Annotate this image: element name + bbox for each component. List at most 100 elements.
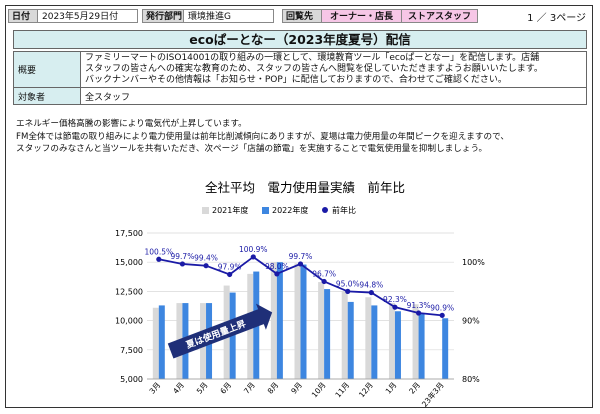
- ratio-data-label: 100.9%: [239, 245, 268, 254]
- date-value: 2023年5月29日付: [38, 9, 138, 23]
- summary-line: ファミリーマートのISO14001の取り組みの一環として、環境教育ツール「eco…: [85, 53, 540, 63]
- bar-2022: [276, 262, 283, 379]
- ratio-point: [321, 278, 327, 285]
- chart-title: 全社平均 電力使用量実績 前年比: [205, 180, 405, 195]
- y2-tick-label: 100%: [462, 258, 485, 267]
- chart-legend: 2021年度 2022年度 前年比: [202, 205, 356, 215]
- legend-swatch-2022: [262, 207, 269, 214]
- y-tick-label: 15,000: [115, 258, 143, 267]
- intro-line: FM全体では節電の取り組みにより電力使用量は前年比削減傾向にありますが、夏場は電…: [16, 131, 509, 142]
- ratio-data-label: 99.7%: [171, 252, 195, 261]
- bar-2022: [442, 318, 449, 379]
- y2-tick-label: 80%: [462, 375, 480, 384]
- x-tick-label: 23年3月: [419, 380, 446, 408]
- x-tick-label: 10月: [310, 381, 328, 400]
- summary-text: ファミリーマートのISO14001の取り組みの一環として、環境教育ツール「eco…: [80, 51, 587, 88]
- ratio-data-label: 99.7%: [289, 252, 313, 261]
- bar-2022: [158, 305, 165, 379]
- bar-2021: [294, 263, 301, 379]
- ratio-data-label: 100.5%: [145, 247, 174, 256]
- ratio-point: [274, 271, 280, 277]
- bar-2021: [152, 307, 159, 379]
- ratio-data-label: 99.4%: [194, 254, 218, 263]
- audience-row: 対象者 全スタッフ: [13, 87, 587, 105]
- intro-text: エネルギー価格高騰の影響により電気代が上昇しています。 FM全体では節電の取り組…: [16, 118, 586, 156]
- ratio-point: [203, 263, 209, 269]
- bar-2022: [347, 301, 354, 379]
- y-tick-label: 7,500: [120, 346, 143, 355]
- ratio-point: [345, 288, 351, 294]
- x-tick-label: 7月: [242, 381, 257, 396]
- route-owner: オーナー・店長: [322, 9, 402, 23]
- summary-line: スタッフの皆さんへの確実な教育のため、スタッフの皆さんへ閲覧を促していただきます…: [85, 64, 543, 74]
- y-tick-label: 10,000: [115, 317, 143, 326]
- page-title: ecoぱーとなー（2023年度夏号）配信: [13, 30, 587, 49]
- ratio-point: [297, 261, 304, 267]
- y-tick-label: 5,000: [120, 375, 143, 384]
- bar-2021: [270, 262, 277, 379]
- bar-2021: [341, 291, 348, 379]
- header-bar: 日付 2023年5月29日付 発行部門 環境推進G 回覧先 オーナー・店長 スト…: [6, 6, 592, 25]
- dept-label: 発行部門: [142, 9, 184, 23]
- ratio-point: [439, 312, 445, 318]
- x-tick-label: 3月: [148, 381, 163, 396]
- dept-value: 環境推進G: [184, 9, 274, 23]
- bar-2021: [318, 282, 325, 379]
- x-tick-label: 2月: [407, 381, 422, 396]
- bar-2022: [324, 289, 331, 379]
- x-tick-label: 5月: [195, 381, 210, 396]
- y-tick-label: 17,500: [115, 229, 143, 238]
- bar-2022: [371, 305, 378, 379]
- summary-line: バックナンバーやその他情報は「お知らせ・POP」に配信しておりますので、合わせて…: [85, 75, 507, 85]
- document-frame: 日付 2023年5月29日付 発行部門 環境推進G 回覧先 オーナー・店長 スト…: [5, 5, 593, 408]
- ratio-data-label: 94.8%: [359, 281, 383, 290]
- ratio-data-label: 92.3%: [383, 295, 407, 304]
- ratio-data-label: 91.3%: [407, 301, 431, 310]
- x-tick-label: 12月: [357, 381, 375, 400]
- ratio-point: [415, 310, 422, 316]
- bar-2021: [412, 304, 419, 379]
- ratio-point: [156, 256, 162, 262]
- bar-2021: [365, 297, 372, 379]
- bar-2022: [394, 311, 401, 379]
- x-tick-label: 1月: [384, 381, 399, 396]
- ratio-data-label: 90.9%: [430, 303, 454, 312]
- legend-label-2021: 2021年度: [212, 205, 248, 215]
- bar-2021: [388, 303, 395, 379]
- ratio-point: [179, 261, 186, 267]
- y2-tick-label: 90%: [462, 317, 480, 326]
- y-tick-label: 12,500: [115, 287, 143, 296]
- bar-2022: [300, 264, 307, 379]
- audience-value: 全スタッフ: [80, 87, 587, 105]
- summary-row: 概要 ファミリーマートのISO14001の取り組みの一環として、環境教育ツール「…: [13, 51, 587, 88]
- ratio-point: [392, 304, 398, 310]
- ratio-point: [250, 254, 256, 260]
- ratio-data-label: 98.0%: [265, 262, 289, 271]
- page-indicator: 1 ／ 3ページ: [527, 13, 586, 24]
- date-label: 日付: [8, 9, 38, 23]
- legend-label-ratio: 前年比: [332, 205, 356, 215]
- x-tick-label: 9月: [289, 381, 304, 396]
- audience-label: 対象者: [13, 87, 81, 105]
- legend-label-2022: 2022年度: [272, 205, 308, 215]
- info-table: 概要 ファミリーマートのISO14001の取り組みの一環として、環境教育ツール「…: [13, 51, 587, 105]
- ratio-data-label: 97.9%: [218, 262, 242, 271]
- intro-line: エネルギー価格高騰の影響により電気代が上昇しています。: [16, 119, 247, 129]
- x-tick-label: 4月: [171, 381, 186, 396]
- route-label: 回覧先: [282, 9, 322, 23]
- chart-ratio-line: 100.5%99.7% 99.4%97.9%100.9%98.0%99.7%96.…: [145, 245, 454, 318]
- ratio-point: [227, 271, 233, 278]
- summary-label: 概要: [13, 51, 81, 88]
- bar-2022: [418, 313, 425, 379]
- x-tick-label: 8月: [266, 381, 281, 396]
- ratio-data-label: 96.7%: [312, 269, 336, 278]
- x-tick-label: 6月: [218, 381, 233, 396]
- legend-swatch-ratio: [322, 207, 328, 213]
- ratio-point: [368, 289, 374, 296]
- arrow-body: [167, 303, 273, 359]
- x-tick-label: 11月: [333, 381, 351, 400]
- legend-swatch-2021: [202, 207, 209, 214]
- ratio-data-label: 95.0%: [336, 279, 360, 288]
- usage-chart: 全社平均 電力使用量実績 前年比 2021年度 2022年度 前年比 100.5%9…: [115, 180, 485, 408]
- route-staff: ストアスタッフ: [402, 9, 478, 23]
